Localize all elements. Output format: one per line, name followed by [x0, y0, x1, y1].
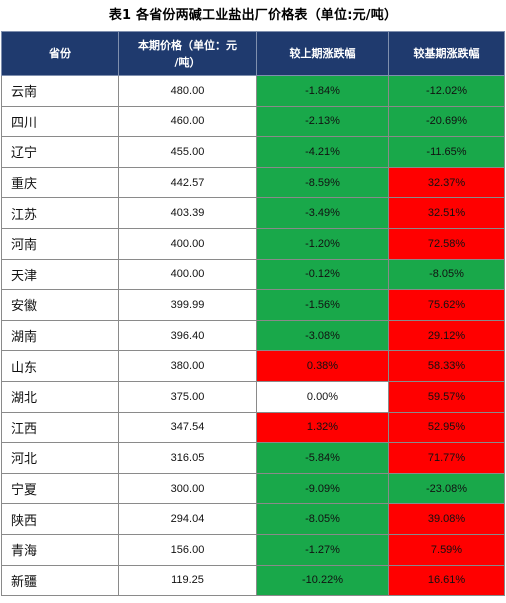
cell-price: 119.25: [118, 564, 257, 597]
table-row: 陕西 294.04 -8.05% 39.08%: [1, 503, 505, 535]
cell-price: 300.00: [118, 472, 257, 505]
cell-mom-change: -5.84%: [256, 442, 389, 474]
cell-mom-change: -1.27%: [256, 533, 389, 566]
header-mom: 较上期涨跌幅: [256, 31, 389, 76]
table-row: 江西 347.54 1.32% 52.95%: [1, 411, 505, 444]
cell-price: 442.57: [118, 166, 257, 199]
cell-province: 辽宁: [1, 136, 119, 168]
cell-price: 347.54: [118, 411, 257, 444]
cell-yoy-change: 32.37%: [388, 166, 505, 199]
cell-mom-change: -0.12%: [256, 258, 389, 291]
price-table: 省份 本期价格（单位：元 /吨） 较上期涨跌幅 较基期涨跌幅 云南 480.00-…: [1, 31, 505, 597]
cell-province: 安徽: [1, 289, 119, 321]
cell-mom-change: 1.32%: [256, 411, 389, 444]
table-row: 青海 156.00 -1.27% 7.59%: [1, 533, 505, 566]
cell-yoy-change: 58.33%: [388, 350, 505, 382]
cell-yoy-change: 52.95%: [388, 411, 505, 444]
header-price: 本期价格（单位：元 /吨）: [118, 31, 257, 76]
cell-yoy-change: 7.59%: [388, 533, 505, 566]
table-header: 省份 本期价格（单位：元 /吨） 较上期涨跌幅 较基期涨跌幅: [1, 31, 505, 76]
cell-price: 375.00: [118, 380, 257, 413]
table-row: 山东 380.00 0.38% 58.33%: [1, 350, 505, 382]
cell-province: 天津: [1, 258, 119, 291]
cell-price: 316.05: [118, 442, 257, 474]
cell-mom-change: -8.05%: [256, 503, 389, 535]
header-row: 省份 本期价格（单位：元 /吨） 较上期涨跌幅 较基期涨跌幅: [1, 31, 505, 76]
table-row: 辽宁 455.00 -4.21% -11.65%: [1, 136, 505, 168]
cell-yoy-change: 39.08%: [388, 503, 505, 535]
cell-yoy-change: -12.02%: [388, 75, 505, 107]
table-row: 湖北 375.00 0.00% 59.57%: [1, 380, 505, 413]
cell-price: 380.00: [118, 350, 257, 382]
cell-mom-change: -3.08%: [256, 319, 389, 352]
cell-province: 河南: [1, 227, 119, 260]
cell-mom-change: -9.09%: [256, 472, 389, 505]
cell-mom-change: 0.00%: [256, 380, 389, 413]
cell-price: 156.00: [118, 533, 257, 566]
table-row: 云南 480.00 -1.84% -12.02%: [1, 75, 505, 107]
cell-yoy-change: 71.77%: [388, 442, 505, 474]
cell-price: 294.04: [118, 503, 257, 535]
cell-province: 江西: [1, 411, 119, 444]
table-row: 河北 316.05 -5.84% 71.77%: [1, 442, 505, 474]
header-price-line1: 本期价格（单位：元: [138, 38, 237, 52]
cell-province: 青海: [1, 533, 119, 566]
cell-mom-change: -4.21%: [256, 136, 389, 168]
cell-province: 河北: [1, 442, 119, 474]
header-price-line2: /吨）: [174, 55, 201, 69]
header-yoy: 较基期涨跌幅: [388, 31, 505, 76]
cell-yoy-change: 32.51%: [388, 197, 505, 229]
cell-mom-change: -8.59%: [256, 166, 389, 199]
table-row: 四川 460.00 -2.13% -20.69%: [1, 105, 505, 138]
cell-price: 396.40: [118, 319, 257, 352]
cell-mom-change: -10.22%: [256, 564, 389, 597]
cell-province: 四川: [1, 105, 119, 138]
cell-mom-change: -3.49%: [256, 197, 389, 229]
cell-province: 湖南: [1, 319, 119, 352]
table-row: 新疆 119.25 -10.22% 16.61%: [1, 564, 505, 597]
cell-yoy-change: 16.61%: [388, 564, 505, 597]
cell-yoy-change: -23.08%: [388, 472, 505, 505]
table-title: 表1 各省份两碱工业盐出厂价格表（单位:元/吨）: [108, 8, 398, 23]
cell-province: 新疆: [1, 564, 119, 597]
cell-price: 480.00: [118, 75, 257, 107]
cell-yoy-change: -11.65%: [388, 136, 505, 168]
table-row: 宁夏 300.00 -9.09% -23.08%: [1, 472, 505, 505]
cell-province: 湖北: [1, 380, 119, 413]
cell-yoy-change: 72.58%: [388, 227, 505, 260]
cell-yoy-change: -20.69%: [388, 105, 505, 138]
cell-price: 403.39: [118, 197, 257, 229]
header-province: 省份: [1, 31, 119, 76]
cell-province: 云南: [1, 75, 119, 107]
cell-province: 山东: [1, 350, 119, 382]
table-body: 云南 480.00 -1.84% -12.02% 四川 460.00 -2.13% -20.6…: [1, 75, 505, 597]
cell-price: 460.00: [118, 105, 257, 138]
cell-yoy-change: 75.62%: [388, 289, 505, 321]
table-row: 湖南 396.40 -3.08% 29.12%: [1, 319, 505, 352]
cell-province: 宁夏: [1, 472, 119, 505]
table-row: 江苏 403.39 -3.49% 32.51%: [1, 197, 505, 229]
table-row: 安徽 399.99 -1.56% 75.62%: [1, 289, 505, 321]
cell-price: 400.00: [118, 227, 257, 260]
cell-yoy-change: -8.05%: [388, 258, 505, 291]
cell-mom-change: -1.20%: [256, 227, 389, 260]
cell-price: 399.99: [118, 289, 257, 321]
table-row: 天津 400.00 -0.12% -8.05%: [1, 258, 505, 291]
table-row: 重庆 442.57 -8.59% 32.37%: [1, 166, 505, 199]
cell-yoy-change: 59.57%: [388, 380, 505, 413]
cell-province: 江苏: [1, 197, 119, 229]
cell-yoy-change: 29.12%: [388, 319, 505, 352]
cell-mom-change: -2.13%: [256, 105, 389, 138]
table-row: 河南 400.00 -1.20% 72.58%: [1, 227, 505, 260]
cell-province: 重庆: [1, 166, 119, 199]
cell-mom-change: -1.84%: [256, 75, 389, 107]
cell-price: 400.00: [118, 258, 257, 291]
cell-province: 陕西: [1, 503, 119, 535]
cell-mom-change: 0.38%: [256, 350, 389, 382]
cell-mom-change: -1.56%: [256, 289, 389, 321]
cell-price: 455.00: [118, 136, 257, 168]
